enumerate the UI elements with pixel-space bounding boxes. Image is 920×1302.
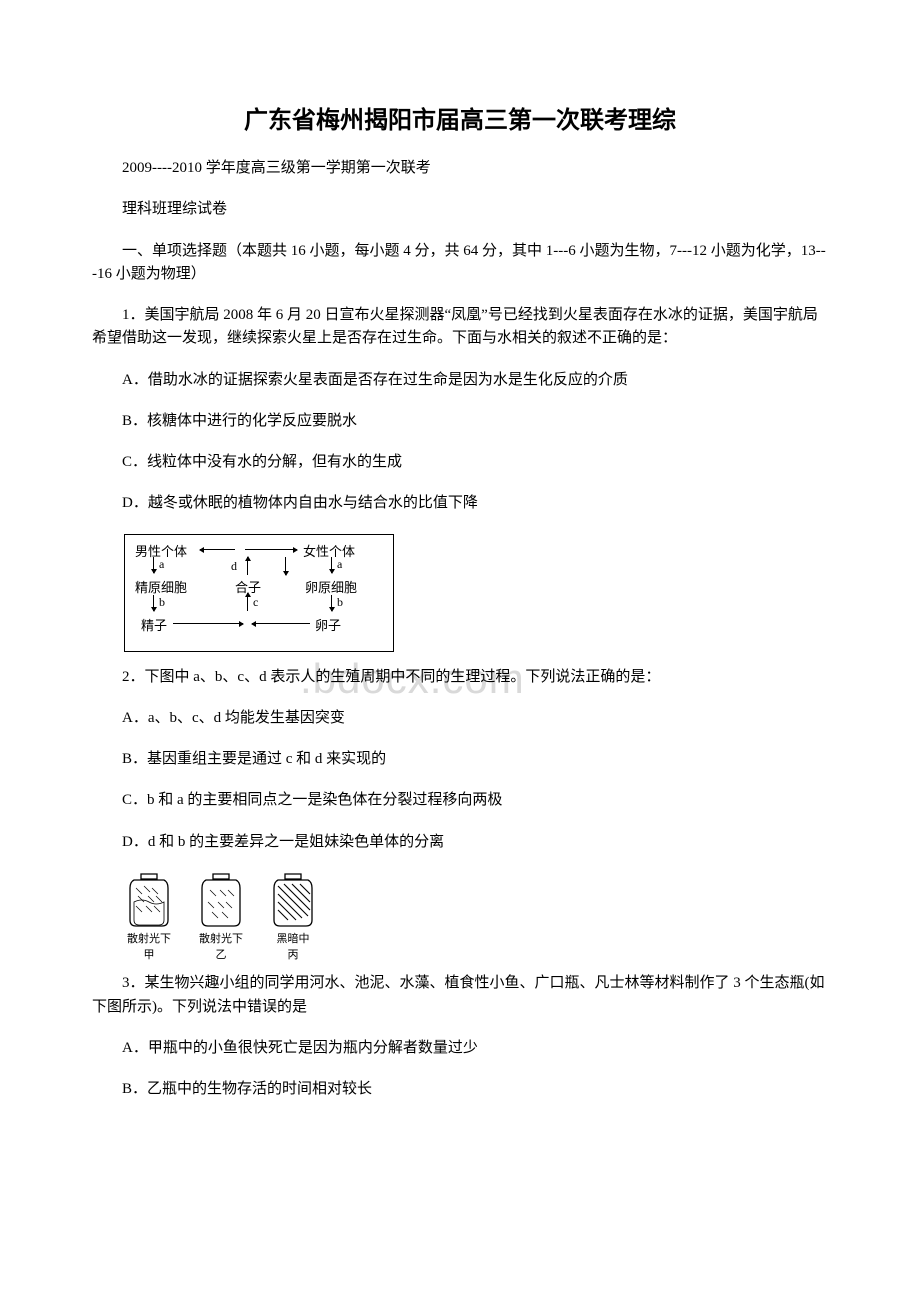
bottle-label-top: 黑暗中: [277, 932, 310, 946]
node-female: 女性个体: [303, 541, 355, 560]
bottle-icon: [124, 872, 174, 930]
q3-stem: 3．某生物兴趣小组的同学用河水、池泥、水藻、植食性小鱼、广口瓶、凡士林等材料制作…: [92, 972, 828, 1019]
bottle-label-bottom: 甲: [144, 948, 155, 962]
q3-option-a: A．甲瓶中的小鱼很快死亡是因为瓶内分解者数量过少: [92, 1037, 828, 1060]
subtitle-line-2: 理科班理综试卷: [92, 198, 828, 221]
arrow-b-left: [153, 595, 154, 611]
arrow-a-right: [331, 557, 332, 573]
q2-option-a: A．a、b、c、d 均能发生基因突变: [92, 707, 828, 730]
section-intro: 一、单项选择题（本题共 16 小题，每小题 4 分，共 64 分，其中 1---…: [92, 240, 828, 287]
bottle-label-bottom: 丙: [288, 948, 299, 962]
label-d: d: [231, 559, 237, 574]
arrow-a-left: [153, 557, 154, 573]
label-c: c: [253, 595, 258, 610]
bottle-label-top: 散射光下: [199, 932, 243, 946]
bottle-icon: [196, 872, 246, 930]
page-title: 广东省梅州揭阳市届高三第一次联考理综: [92, 100, 828, 135]
arrow-b-right: [331, 595, 332, 611]
bottle-unit-2: 黑暗中 丙: [268, 872, 318, 963]
arrow-bottom-left: [173, 623, 243, 624]
arrow-top-left: [200, 549, 235, 550]
q2-stem: 2．下图中 a、b、c、d 表示人的生殖周期中不同的生理过程。下列说法正确的是：: [92, 666, 828, 689]
bottle-label-bottom: 乙: [216, 948, 227, 962]
node-egg-origin: 卵原细胞: [305, 577, 357, 596]
q2-option-b: B．基因重组主要是通过 c 和 d 来实现的: [92, 748, 828, 771]
q2-option-d: D．d 和 b 的主要差异之一是姐妹染色单体的分离: [92, 831, 828, 854]
arrow-d-down: [285, 557, 286, 575]
flow-diagram-container: 男性个体 女性个体 a a 精原细胞 合子 卵原细胞 d b b: [124, 534, 828, 652]
reproduction-flow-diagram: 男性个体 女性个体 a a 精原细胞 合子 卵原细胞 d b b: [124, 534, 394, 652]
document-content: 广东省梅州揭阳市届高三第一次联考理综 2009----2010 学年度高三级第一…: [92, 100, 828, 1101]
node-egg: 卵子: [315, 615, 341, 634]
q1-option-c: C．线粒体中没有水的分解，但有水的生成: [92, 451, 828, 474]
subtitle-line-1: 2009----2010 学年度高三级第一学期第一次联考: [92, 157, 828, 180]
label-b-right: b: [337, 595, 343, 610]
arrow-bottom-right: [252, 623, 310, 624]
bottle-unit-0: 散射光下 甲: [124, 872, 174, 963]
q1-option-b: B．核糖体中进行的化学反应要脱水: [92, 410, 828, 433]
bottle-label-top: 散射光下: [127, 932, 171, 946]
label-a-right: a: [337, 557, 342, 572]
q1-stem: 1．美国宇航局 2008 年 6 月 20 日宣布火星探测器“凤凰”号已经找到火…: [92, 304, 828, 351]
node-sperm-origin: 精原细胞: [135, 577, 187, 596]
q2-option-c: C．b 和 a 的主要相同点之一是染色体在分裂过程移向两极: [92, 789, 828, 812]
arrow-d-up: [247, 557, 248, 575]
q1-option-d: D．越冬或休眠的植物体内自由水与结合水的比值下降: [92, 492, 828, 515]
arrow-top-right: [245, 549, 297, 550]
bottles-diagram: 散射光下 甲 散射光下 乙: [124, 872, 828, 963]
bottle-unit-1: 散射光下 乙: [196, 872, 246, 963]
label-b-left: b: [159, 595, 165, 610]
q3-option-b: B．乙瓶中的生物存活的时间相对较长: [92, 1078, 828, 1101]
q1-option-a: A．借助水冰的证据探索火星表面是否存在过生命是因为水是生化反应的介质: [92, 369, 828, 392]
node-sperm: 精子: [141, 615, 167, 634]
arrow-c: [247, 593, 248, 611]
label-a-left: a: [159, 557, 164, 572]
bottle-icon: [268, 872, 318, 930]
